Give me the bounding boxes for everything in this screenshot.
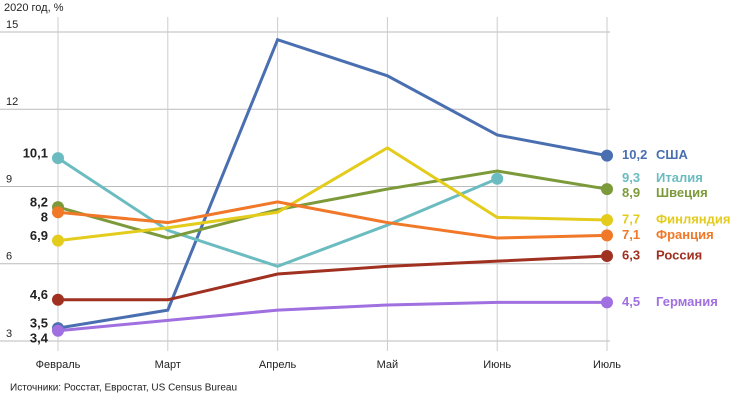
series-line <box>57 156 498 268</box>
y-tick-label: 3 <box>6 328 12 340</box>
x-tick-label: Июль <box>593 359 621 371</box>
y-tick-label: 15 <box>6 19 18 31</box>
value-label: 6,9 <box>30 228 48 243</box>
series-line <box>57 169 608 240</box>
point <box>491 172 504 185</box>
value-label: 9,3 <box>622 170 640 185</box>
legend-label: Россия <box>656 247 702 262</box>
point <box>52 152 64 165</box>
legend-label: Германия <box>656 294 718 309</box>
source: Источники: Росстат, Евростат, US Census … <box>10 383 237 394</box>
x-tick-label: Апрель <box>259 359 297 371</box>
value-label: 7,1 <box>622 227 640 242</box>
x-tick-label: Май <box>377 359 399 371</box>
value-label: 8,9 <box>622 185 640 200</box>
value-label: 3,5 <box>30 316 48 331</box>
value-label: 8 <box>41 210 48 225</box>
point <box>52 206 64 219</box>
legend-label: Швеция <box>656 185 708 200</box>
series-line <box>57 146 608 243</box>
value-label: 6,3 <box>622 247 640 262</box>
point <box>601 296 613 309</box>
series-line <box>57 300 607 333</box>
y-tick-label: 6 <box>6 251 12 263</box>
legend-label: Италия <box>656 170 703 185</box>
value-label: 4,5 <box>622 294 640 309</box>
point <box>52 293 64 306</box>
point <box>601 149 613 162</box>
series-line <box>57 200 608 240</box>
series-line <box>57 37 608 330</box>
value-label: 10,2 <box>622 147 647 162</box>
y-tick-label: 12 <box>6 96 18 108</box>
x-tick-label: Февраль <box>36 359 81 371</box>
point <box>52 234 64 247</box>
x-tick-label: Июнь <box>483 359 511 371</box>
value-label: 10,1 <box>23 146 48 161</box>
point <box>601 229 613 242</box>
value-label: 7,7 <box>622 211 640 226</box>
point <box>601 213 613 226</box>
point <box>601 250 613 263</box>
legend-label: Финляндия <box>656 211 730 226</box>
y-axis-label: 2020 год, % <box>4 2 64 14</box>
legend-label: Франция <box>656 227 714 242</box>
y-tick-label: 9 <box>6 173 12 185</box>
series-line <box>58 254 608 302</box>
value-label: 4,6 <box>30 287 48 302</box>
value-label: 3,4 <box>30 331 49 346</box>
point <box>52 324 64 337</box>
legend-label: США <box>656 147 688 162</box>
point <box>601 183 613 196</box>
value-label: 8,2 <box>30 195 48 210</box>
x-tick-label: Март <box>155 359 181 371</box>
